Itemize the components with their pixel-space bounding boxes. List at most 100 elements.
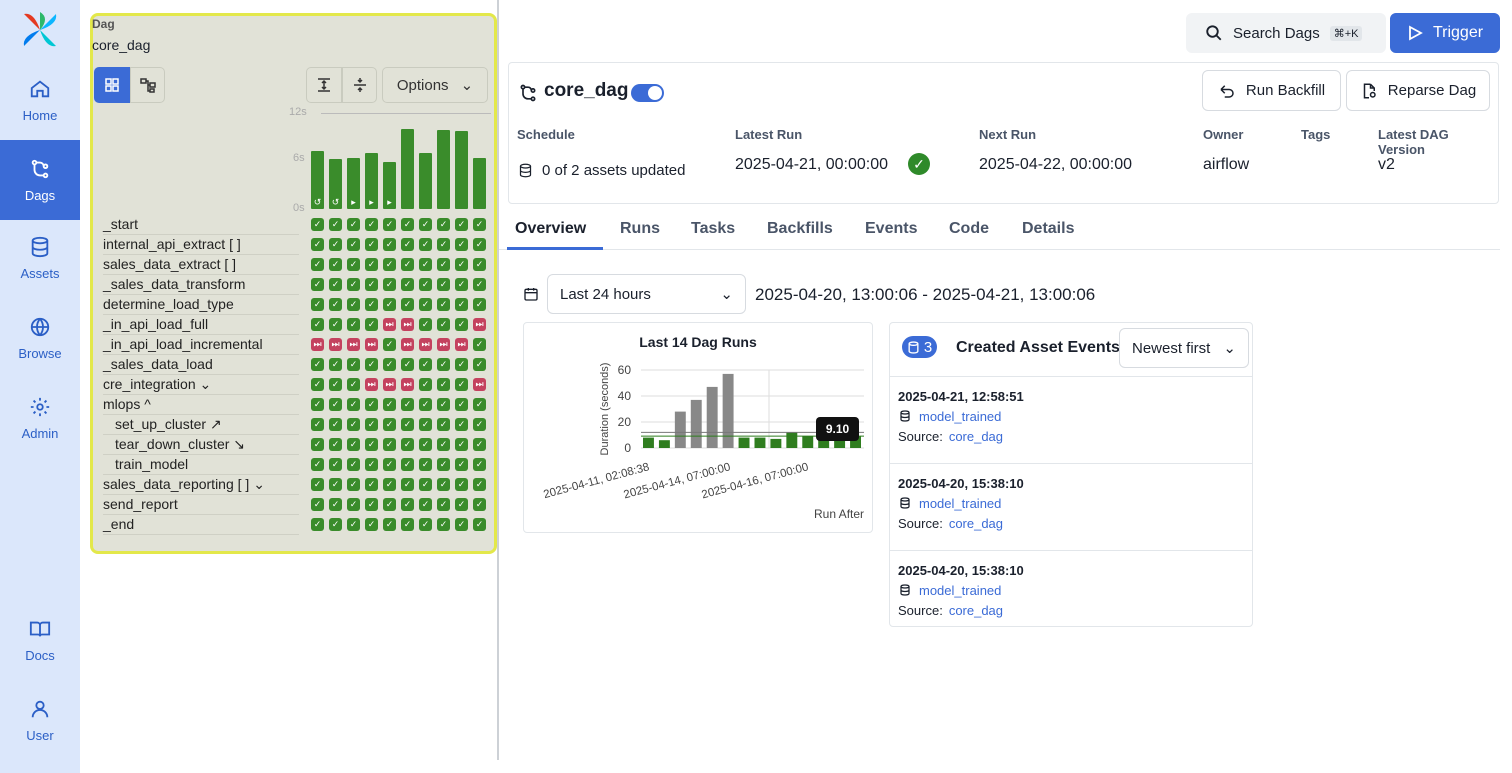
- task-instance-skipped[interactable]: ⏭: [473, 318, 486, 331]
- task-instance-success[interactable]: ✓: [419, 478, 432, 491]
- task-instance-success[interactable]: ✓: [383, 278, 396, 291]
- task-instance-success[interactable]: ✓: [329, 458, 342, 471]
- task-instance-success[interactable]: ✓: [473, 478, 486, 491]
- task-instance-success[interactable]: ✓: [455, 498, 468, 511]
- task-instance-success[interactable]: ✓: [473, 298, 486, 311]
- tab-tasks[interactable]: Tasks: [691, 220, 736, 237]
- task-instance-success[interactable]: ✓: [365, 238, 378, 251]
- nav-home[interactable]: Home: [0, 60, 80, 140]
- task-instance-success[interactable]: ✓: [311, 298, 324, 311]
- task-instance-success[interactable]: ✓: [437, 458, 450, 471]
- task-instance-success[interactable]: ✓: [419, 298, 432, 311]
- task-instance-success[interactable]: ✓: [455, 458, 468, 471]
- task-instance-success[interactable]: ✓: [311, 498, 324, 511]
- task-instance-skipped[interactable]: ⏭: [365, 378, 378, 391]
- task-instance-success[interactable]: ✓: [455, 398, 468, 411]
- airflow-logo[interactable]: [20, 10, 60, 50]
- run-duration-bar[interactable]: [419, 153, 432, 209]
- nav-assets[interactable]: Assets: [0, 218, 80, 298]
- task-row-cre-integration[interactable]: cre_integration ⌄: [103, 375, 299, 395]
- task-instance-success[interactable]: ✓: [473, 398, 486, 411]
- reparse-dag-button[interactable]: Reparse Dag: [1346, 70, 1490, 111]
- run-duration-bar[interactable]: ▸: [383, 162, 396, 209]
- tab-overview[interactable]: Overview: [515, 220, 587, 237]
- task-instance-success[interactable]: ✓: [365, 498, 378, 511]
- task-instance-success[interactable]: ✓: [329, 238, 342, 251]
- task-instance-success[interactable]: ✓: [329, 478, 342, 491]
- panel-divider[interactable]: [497, 0, 499, 760]
- task-instance-success[interactable]: ✓: [473, 498, 486, 511]
- task-row-sales-data-load[interactable]: _sales_data_load: [103, 355, 299, 375]
- task-instance-success[interactable]: ✓: [383, 298, 396, 311]
- task-instance-success[interactable]: ✓: [311, 438, 324, 451]
- task-instance-success[interactable]: ✓: [311, 358, 324, 371]
- grid-view-button[interactable]: [94, 67, 130, 103]
- task-instance-success[interactable]: ✓: [419, 358, 432, 371]
- task-row-train-model[interactable]: train_model: [103, 455, 299, 475]
- run-backfill-button[interactable]: Run Backfill: [1202, 70, 1341, 111]
- task-row-sales-data-reporting[interactable]: sales_data_reporting [ ] ⌄: [103, 475, 299, 495]
- task-instance-success[interactable]: ✓: [365, 358, 378, 371]
- task-instance-success[interactable]: ✓: [401, 518, 414, 531]
- task-instance-success[interactable]: ✓: [401, 418, 414, 431]
- schedule-value[interactable]: 0 of 2 assets updated: [542, 162, 686, 179]
- task-instance-success[interactable]: ✓: [455, 318, 468, 331]
- task-instance-success[interactable]: ✓: [329, 518, 342, 531]
- task-instance-success[interactable]: ✓: [329, 278, 342, 291]
- task-instance-success[interactable]: ✓: [329, 378, 342, 391]
- task-instance-success[interactable]: ✓: [419, 218, 432, 231]
- task-instance-success[interactable]: ✓: [311, 518, 324, 531]
- task-instance-skipped[interactable]: ⏭: [473, 378, 486, 391]
- task-instance-success[interactable]: ✓: [473, 278, 486, 291]
- task-row-sales-data-extract[interactable]: sales_data_extract [ ]: [103, 255, 299, 275]
- task-instance-success[interactable]: ✓: [401, 218, 414, 231]
- latest-run-value[interactable]: 2025-04-21, 00:00:00: [735, 156, 889, 173]
- task-instance-success[interactable]: ✓: [365, 438, 378, 451]
- task-instance-success[interactable]: ✓: [383, 478, 396, 491]
- task-instance-success[interactable]: ✓: [365, 218, 378, 231]
- task-instance-success[interactable]: ✓: [329, 358, 342, 371]
- event-asset-link[interactable]: model_trained: [919, 409, 1002, 424]
- task-instance-skipped[interactable]: ⏭: [419, 338, 432, 351]
- task-instance-success[interactable]: ✓: [401, 278, 414, 291]
- task-instance-success[interactable]: ✓: [311, 278, 324, 291]
- search-dags-button[interactable]: Search Dags ⌘+K: [1186, 13, 1386, 53]
- task-row-set-up-cluster[interactable]: set_up_cluster ↗: [103, 415, 299, 435]
- nav-docs[interactable]: Docs: [0, 600, 80, 680]
- task-instance-success[interactable]: ✓: [311, 478, 324, 491]
- task-instance-success[interactable]: ✓: [473, 438, 486, 451]
- task-instance-success[interactable]: ✓: [437, 438, 450, 451]
- task-instance-success[interactable]: ✓: [311, 318, 324, 331]
- task-instance-success[interactable]: ✓: [329, 438, 342, 451]
- task-instance-success[interactable]: ✓: [365, 398, 378, 411]
- task-instance-success[interactable]: ✓: [311, 418, 324, 431]
- tab-code[interactable]: Code: [949, 220, 989, 237]
- sort-select[interactable]: Newest first ⌄: [1119, 328, 1249, 368]
- task-instance-success[interactable]: ✓: [401, 438, 414, 451]
- task-instance-success[interactable]: ✓: [473, 338, 486, 351]
- task-instance-success[interactable]: ✓: [383, 438, 396, 451]
- task-instance-success[interactable]: ✓: [329, 498, 342, 511]
- task-instance-success[interactable]: ✓: [455, 418, 468, 431]
- task-row-in-api-load-incremental[interactable]: _in_api_load_incremental: [103, 335, 299, 355]
- run-duration-bar[interactable]: [437, 130, 450, 209]
- task-instance-success[interactable]: ✓: [383, 238, 396, 251]
- task-instance-success[interactable]: ✓: [437, 218, 450, 231]
- task-instance-skipped[interactable]: ⏭: [401, 318, 414, 331]
- task-instance-success[interactable]: ✓: [473, 458, 486, 471]
- task-instance-success[interactable]: ✓: [347, 318, 360, 331]
- task-instance-success[interactable]: ✓: [455, 478, 468, 491]
- task-instance-success[interactable]: ✓: [437, 258, 450, 271]
- task-instance-success[interactable]: ✓: [419, 458, 432, 471]
- task-instance-success[interactable]: ✓: [329, 318, 342, 331]
- task-instance-success[interactable]: ✓: [419, 418, 432, 431]
- task-instance-skipped[interactable]: ⏭: [437, 338, 450, 351]
- run-duration-bar[interactable]: [401, 129, 414, 209]
- tab-runs[interactable]: Runs: [620, 220, 660, 237]
- task-instance-skipped[interactable]: ⏭: [365, 338, 378, 351]
- task-instance-success[interactable]: ✓: [419, 318, 432, 331]
- task-instance-success[interactable]: ✓: [329, 398, 342, 411]
- task-instance-skipped[interactable]: ⏭: [455, 338, 468, 351]
- task-instance-success[interactable]: ✓: [473, 418, 486, 431]
- task-toggle-icon[interactable]: ^: [140, 396, 151, 412]
